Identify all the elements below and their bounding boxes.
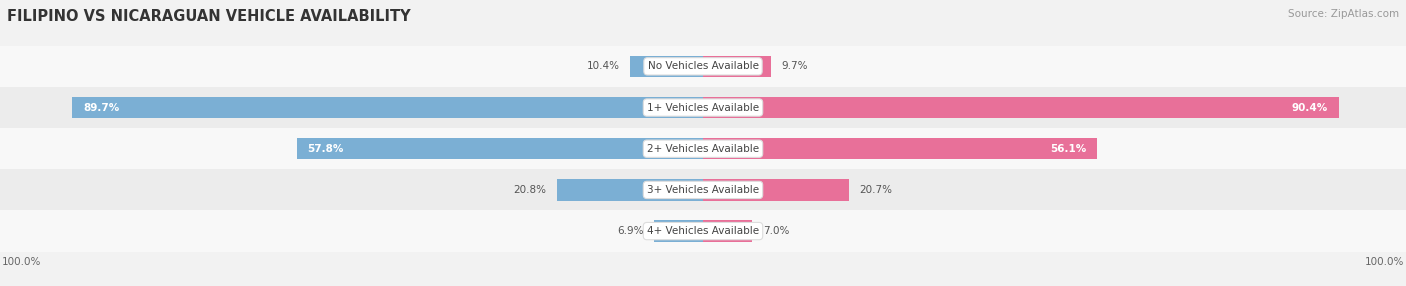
Text: 57.8%: 57.8% <box>308 144 343 154</box>
Bar <box>703 138 1098 159</box>
Text: 100.0%: 100.0% <box>1365 257 1405 267</box>
Text: 56.1%: 56.1% <box>1050 144 1087 154</box>
Bar <box>630 56 703 77</box>
Bar <box>0 46 1406 87</box>
Text: 20.8%: 20.8% <box>513 185 546 195</box>
Text: 2+ Vehicles Available: 2+ Vehicles Available <box>647 144 759 154</box>
Text: 3+ Vehicles Available: 3+ Vehicles Available <box>647 185 759 195</box>
Text: 90.4%: 90.4% <box>1292 103 1329 112</box>
Text: 100.0%: 100.0% <box>1 257 41 267</box>
Text: FILIPINO VS NICARAGUAN VEHICLE AVAILABILITY: FILIPINO VS NICARAGUAN VEHICLE AVAILABIL… <box>7 9 411 23</box>
Bar <box>557 179 703 200</box>
Bar <box>654 221 703 242</box>
Bar <box>703 56 772 77</box>
Bar <box>0 87 1406 128</box>
Bar <box>703 221 752 242</box>
Text: 7.0%: 7.0% <box>762 226 789 236</box>
Bar <box>703 97 1339 118</box>
Bar <box>0 210 1406 252</box>
Text: 6.9%: 6.9% <box>617 226 644 236</box>
Text: No Vehicles Available: No Vehicles Available <box>648 61 758 71</box>
Text: 9.7%: 9.7% <box>782 61 808 71</box>
Text: 20.7%: 20.7% <box>859 185 891 195</box>
Text: 4+ Vehicles Available: 4+ Vehicles Available <box>647 226 759 236</box>
Text: 89.7%: 89.7% <box>83 103 120 112</box>
Bar <box>0 169 1406 210</box>
Bar <box>297 138 703 159</box>
Bar <box>0 128 1406 169</box>
Text: 10.4%: 10.4% <box>586 61 619 71</box>
Text: 1+ Vehicles Available: 1+ Vehicles Available <box>647 103 759 112</box>
Bar <box>703 179 849 200</box>
Bar <box>73 97 703 118</box>
Text: Source: ZipAtlas.com: Source: ZipAtlas.com <box>1288 9 1399 19</box>
